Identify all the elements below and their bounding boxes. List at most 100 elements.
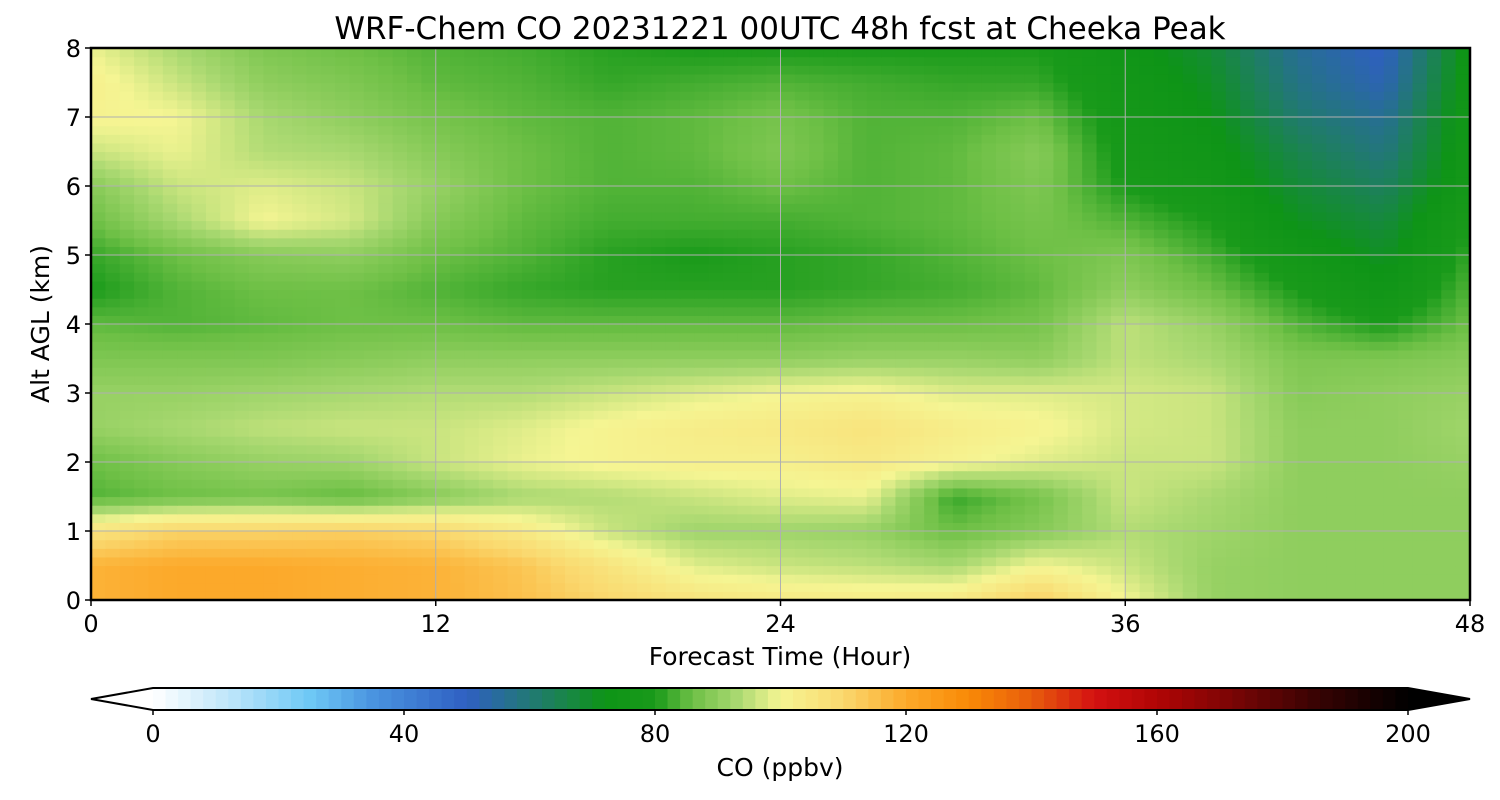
heatmap-cell <box>119 142 135 153</box>
heatmap-cell <box>881 229 897 239</box>
heatmap-cell <box>1426 289 1442 299</box>
heatmap-cell <box>478 246 494 256</box>
heatmap-cell <box>1125 349 1141 360</box>
heatmap-cell <box>536 151 552 161</box>
heatmap-cell <box>450 203 466 213</box>
heatmap-cell <box>723 237 738 247</box>
heatmap-cell <box>1039 255 1055 265</box>
heatmap-cell <box>292 574 308 584</box>
heatmap-cell <box>1426 453 1442 463</box>
heatmap-cell <box>407 591 422 600</box>
heatmap-cell <box>751 427 767 437</box>
heatmap-cell <box>1398 280 1414 291</box>
heatmap-cell <box>1355 177 1371 187</box>
heatmap-cell <box>881 349 897 360</box>
heatmap-cell <box>536 367 552 377</box>
heatmap-cell <box>407 151 422 161</box>
heatmap-cell <box>306 487 322 498</box>
heatmap-cell <box>967 289 983 299</box>
heatmap-cell <box>507 280 523 291</box>
heatmap-cell <box>105 246 121 256</box>
heatmap-cell <box>1398 436 1414 446</box>
heatmap-cell <box>1153 211 1169 222</box>
heatmap-cell <box>593 453 609 463</box>
heatmap-cell <box>1039 237 1055 247</box>
heatmap-cell <box>1010 168 1026 178</box>
heatmap-cell <box>263 401 279 411</box>
heatmap-cell <box>220 574 236 584</box>
heatmap-cell <box>493 177 509 187</box>
heatmap-cell <box>708 349 724 360</box>
heatmap-cell <box>1426 582 1442 592</box>
heatmap-cell <box>1455 565 1470 575</box>
heatmap-cell <box>967 548 983 558</box>
heatmap-cell <box>1240 479 1256 489</box>
heatmap-cell <box>378 496 394 506</box>
heatmap-cell <box>277 531 293 541</box>
heatmap-cell <box>119 462 135 472</box>
heatmap-cell <box>1067 177 1083 187</box>
heatmap-cell <box>1225 556 1241 567</box>
heatmap-cell <box>1182 453 1198 463</box>
heatmap-cell <box>1412 375 1428 385</box>
heatmap-cell <box>1053 263 1069 273</box>
heatmap-cell <box>565 229 580 239</box>
heatmap-cell <box>162 203 178 213</box>
heatmap-cell <box>981 531 997 541</box>
heatmap-cell <box>1240 151 1256 161</box>
heatmap-cell <box>148 375 164 385</box>
heatmap-cell <box>205 177 221 187</box>
heatmap-cell <box>191 298 207 308</box>
heatmap-cell <box>1110 186 1126 196</box>
heatmap-cell <box>1168 531 1184 541</box>
heatmap-cell <box>1455 160 1470 170</box>
heatmap-cell <box>579 280 595 291</box>
heatmap-cell <box>320 168 336 178</box>
heatmap-cell <box>694 462 710 472</box>
heatmap-cell <box>1024 375 1040 385</box>
heatmap-cell <box>1139 168 1155 178</box>
heatmap-cell <box>565 332 580 342</box>
heatmap-cell <box>1096 479 1112 489</box>
heatmap-cell <box>1426 470 1442 480</box>
heatmap-cell <box>1311 272 1327 282</box>
heatmap-cell <box>1297 194 1313 204</box>
heatmap-cell <box>277 246 293 256</box>
heatmap-cell <box>565 203 580 213</box>
heatmap-cell <box>1340 211 1356 222</box>
heatmap-cell <box>1211 384 1227 394</box>
heatmap-cell <box>995 194 1011 204</box>
heatmap-cell <box>1369 436 1385 446</box>
heatmap-cell <box>924 462 940 472</box>
heatmap-cell <box>1168 393 1184 403</box>
heatmap-cell <box>751 367 767 377</box>
heatmap-cell <box>636 229 652 239</box>
heatmap-cell <box>392 332 408 342</box>
heatmap-cell <box>995 479 1011 489</box>
heatmap-cell <box>91 142 106 153</box>
heatmap-cell <box>1225 298 1241 308</box>
heatmap-cell <box>651 496 667 506</box>
heatmap-cell <box>1024 160 1040 170</box>
heatmap-cell <box>507 505 523 515</box>
heatmap-cell <box>1297 522 1313 532</box>
heatmap-cell <box>565 186 580 196</box>
heatmap-cell <box>1153 410 1169 420</box>
heatmap-cell <box>565 479 580 489</box>
heatmap-cell <box>1340 393 1356 403</box>
heatmap-cell <box>1010 280 1026 291</box>
heatmap-cell <box>679 151 695 161</box>
heatmap-cell <box>1125 255 1141 265</box>
heatmap-cell <box>1254 186 1270 196</box>
heatmap-cell <box>1426 341 1442 351</box>
heatmap-cell <box>967 393 983 403</box>
heatmap-cell <box>995 539 1011 549</box>
heatmap-cell <box>1426 531 1442 541</box>
heatmap-cell <box>407 522 422 532</box>
heatmap-cell <box>1254 427 1270 437</box>
heatmap-cell <box>881 375 897 385</box>
heatmap-cell <box>1326 393 1342 403</box>
heatmap-cell <box>881 384 897 394</box>
heatmap-cell <box>119 444 135 454</box>
heatmap-cell <box>565 349 580 360</box>
